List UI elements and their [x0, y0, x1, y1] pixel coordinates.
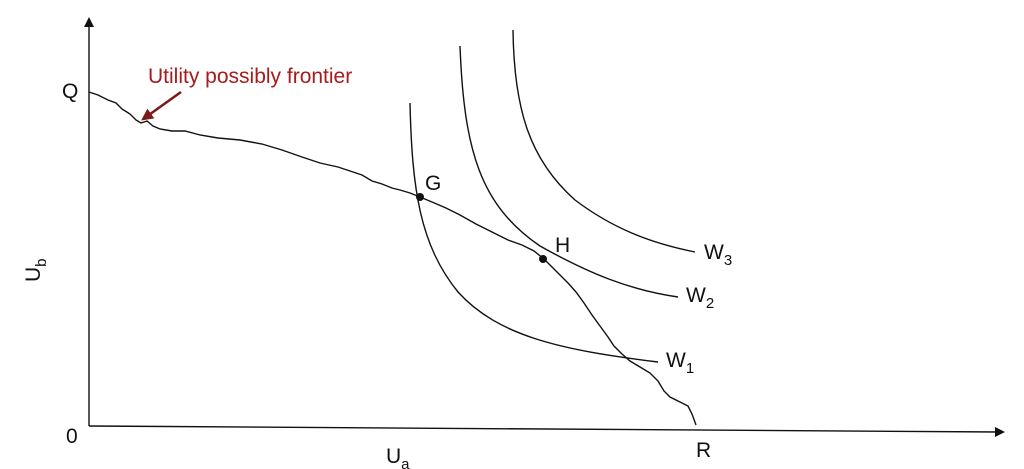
- x-axis-label: Ua: [386, 445, 410, 469]
- point-h-label: H: [555, 234, 570, 257]
- indifference-curve-w2: [459, 45, 679, 298]
- w1-label: W1: [666, 349, 694, 377]
- origin-label: 0: [66, 425, 78, 448]
- w3-label: W3: [704, 241, 732, 269]
- frontier-annotation: Utility possibly frontier: [148, 65, 352, 88]
- w2-label: W2: [686, 284, 714, 312]
- point-g-dot: [416, 193, 424, 201]
- utility-frontier-curve: [88, 91, 697, 426]
- indifference-curve-w1: [409, 102, 659, 363]
- annotation-arrow: [141, 90, 182, 121]
- point-g-label: G: [425, 172, 441, 195]
- point-h-dot: [539, 255, 547, 263]
- x-axis: [88, 425, 1005, 437]
- frontier-top-label: Q: [62, 80, 78, 103]
- y-axis-label: Ub: [22, 258, 50, 282]
- indifference-curve-w3: [512, 29, 696, 253]
- frontier-bottom-label: R: [696, 439, 711, 462]
